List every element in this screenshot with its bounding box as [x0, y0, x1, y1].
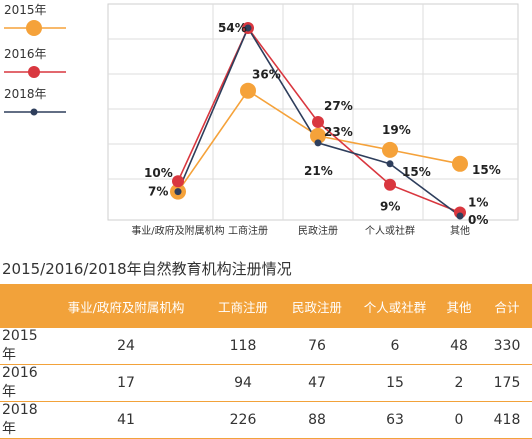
data-point: [174, 188, 182, 196]
table-row-header: 2015年: [2, 328, 38, 363]
table-cell: 226: [229, 412, 257, 428]
legend-marker: [30, 108, 38, 116]
table-cell: 0: [454, 412, 464, 428]
x-tick-label: 民政注册: [298, 224, 338, 237]
data-point: [172, 175, 184, 188]
table-cell: 118: [229, 338, 257, 354]
legend-label: 2018年: [4, 87, 47, 101]
x-tick-label: 个人或社群: [365, 224, 415, 237]
table-header-cell: 工商注册: [206, 284, 280, 328]
table-cell: 94: [234, 375, 252, 391]
data-label: 10%: [144, 166, 173, 180]
legend-marker: [26, 20, 42, 36]
table-cell: 24: [117, 338, 135, 354]
data-label: 19%: [382, 123, 411, 137]
data-point: [312, 116, 324, 128]
data-point: [456, 212, 464, 220]
x-tick-label: 工商注册: [228, 224, 268, 237]
data-label: 0%: [468, 213, 488, 227]
data-point: [384, 178, 396, 191]
table-cell: 48: [450, 338, 468, 354]
data-label: 27%: [324, 99, 353, 113]
data-label: 1%: [468, 196, 488, 210]
table-header-cell: 其他: [436, 284, 482, 328]
legend-label: 2015年: [4, 3, 47, 17]
table-cell: 41: [117, 412, 135, 428]
data-label: 36%: [252, 68, 281, 82]
table-row: 2016年 17 94 47 15 2 175: [0, 365, 532, 402]
data-label: 15%: [472, 163, 501, 177]
table-cell: 47: [308, 375, 326, 391]
x-tick-label: 其他: [450, 224, 470, 237]
table-cell: 330: [493, 338, 521, 354]
table-cell: 2: [454, 375, 464, 391]
data-point: [382, 141, 398, 158]
table-cell: 15: [386, 375, 404, 391]
line-chart: 7% 10% 54% 36% 27% 23% 21% 19% 15% 9% 15% 1% 0% 事业/政府…: [4, 3, 519, 237]
data-label: 23%: [324, 125, 353, 139]
table-cell: 6: [390, 338, 400, 354]
table-cell: 88: [308, 412, 326, 428]
data-label: 21%: [304, 164, 333, 178]
table-title: 2015/2016/2018年自然教育机构注册情况: [2, 260, 292, 278]
data-point: [314, 139, 322, 147]
data-point: [386, 160, 394, 168]
legend-label: 2016年: [4, 47, 47, 61]
data-point: [310, 127, 326, 144]
table-cell: 418: [493, 412, 521, 428]
table-cell: 17: [117, 375, 135, 391]
legend-marker: [28, 66, 40, 78]
table-row: 2015年 24 118 76 6 48 330: [0, 328, 532, 365]
registration-table: 事业/政府及附属机构 工商注册 民政注册 个人或社群 其他 合计 2015年 2…: [0, 284, 532, 439]
table-cell: 175: [493, 375, 521, 391]
table-header-cell: 个人或社群: [354, 284, 436, 328]
data-label: 54%: [218, 21, 247, 35]
table-header-cell: [0, 284, 46, 328]
table-header-cell: 事业/政府及附属机构: [46, 284, 206, 328]
table-header-cell: 合计: [482, 284, 532, 328]
data-label: 15%: [402, 165, 431, 179]
table-cell: 76: [308, 338, 326, 354]
data-point: [452, 155, 468, 172]
data-label: 9%: [380, 200, 400, 214]
data-point: [240, 82, 256, 99]
table-cell: 63: [386, 412, 404, 428]
table-header-cell: 民政注册: [280, 284, 354, 328]
plot-frame: [107, 3, 519, 221]
data-label: 7%: [148, 185, 168, 199]
x-tick-label: 事业/政府及附属机构: [131, 224, 224, 237]
table-row-header: 2016年: [2, 365, 38, 400]
data-point: [244, 24, 252, 32]
table-header-row: 事业/政府及附属机构 工商注册 民政注册 个人或社群 其他 合计: [0, 284, 532, 328]
